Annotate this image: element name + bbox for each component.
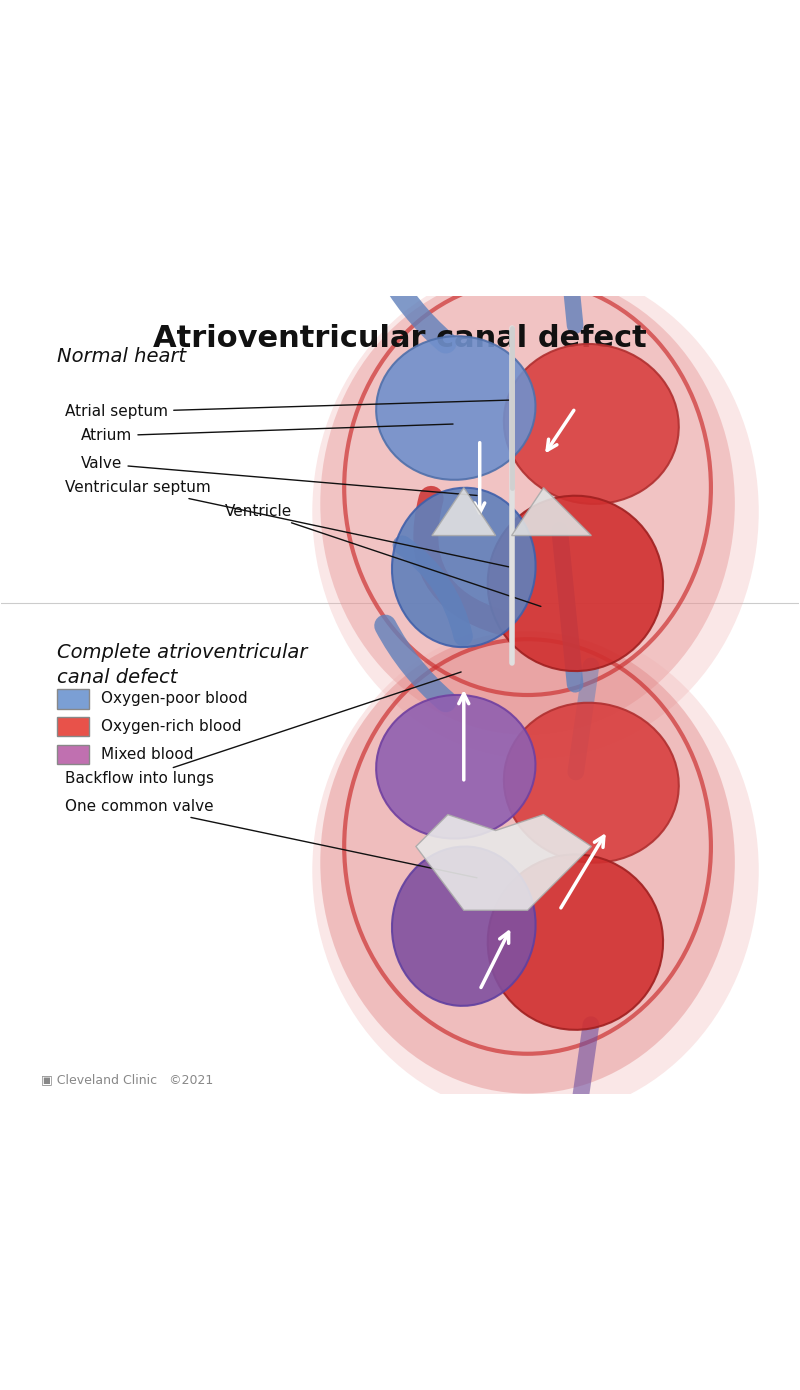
Polygon shape <box>432 488 496 535</box>
Text: Backflow into lungs: Backflow into lungs <box>65 671 461 787</box>
FancyBboxPatch shape <box>57 717 89 737</box>
Text: Ventricle: Ventricle <box>225 505 541 606</box>
FancyArrowPatch shape <box>386 267 446 342</box>
Text: Mixed blood: Mixed blood <box>101 748 194 762</box>
FancyBboxPatch shape <box>57 689 89 709</box>
Text: Atrium: Atrium <box>81 424 453 443</box>
Text: Atrial septum: Atrial septum <box>65 400 509 420</box>
FancyArrowPatch shape <box>386 626 446 701</box>
Text: Atrioventricular canal defect: Atrioventricular canal defect <box>153 324 647 353</box>
Polygon shape <box>512 488 591 535</box>
FancyArrowPatch shape <box>560 171 575 325</box>
FancyArrowPatch shape <box>576 666 591 771</box>
Ellipse shape <box>376 336 535 480</box>
Ellipse shape <box>320 631 735 1094</box>
Polygon shape <box>416 815 591 910</box>
Ellipse shape <box>504 343 678 505</box>
Text: Complete atrioventricular
canal defect: Complete atrioventricular canal defect <box>57 644 307 687</box>
Ellipse shape <box>312 623 758 1118</box>
Text: Valve: Valve <box>81 456 477 495</box>
Text: ▣ Cleveland Clinic   ©2021: ▣ Cleveland Clinic ©2021 <box>42 1073 214 1086</box>
Ellipse shape <box>376 695 535 838</box>
FancyBboxPatch shape <box>57 745 89 765</box>
FancyArrowPatch shape <box>576 1024 591 1130</box>
FancyArrowPatch shape <box>426 499 501 623</box>
Text: Oxygen-poor blood: Oxygen-poor blood <box>101 691 248 706</box>
Text: One common valve: One common valve <box>65 799 477 878</box>
Text: Ventricular septum: Ventricular septum <box>65 480 509 567</box>
Ellipse shape <box>392 488 535 648</box>
FancyArrowPatch shape <box>402 545 463 637</box>
Ellipse shape <box>312 264 758 759</box>
Text: Normal heart: Normal heart <box>57 346 186 366</box>
Ellipse shape <box>504 703 678 863</box>
Text: Oxygen-rich blood: Oxygen-rich blood <box>101 720 242 734</box>
FancyArrowPatch shape <box>426 139 501 264</box>
Ellipse shape <box>320 272 735 735</box>
Ellipse shape <box>488 855 663 1030</box>
FancyArrowPatch shape <box>402 186 463 278</box>
Ellipse shape <box>392 847 535 1006</box>
Ellipse shape <box>488 496 663 671</box>
FancyArrowPatch shape <box>560 531 575 684</box>
